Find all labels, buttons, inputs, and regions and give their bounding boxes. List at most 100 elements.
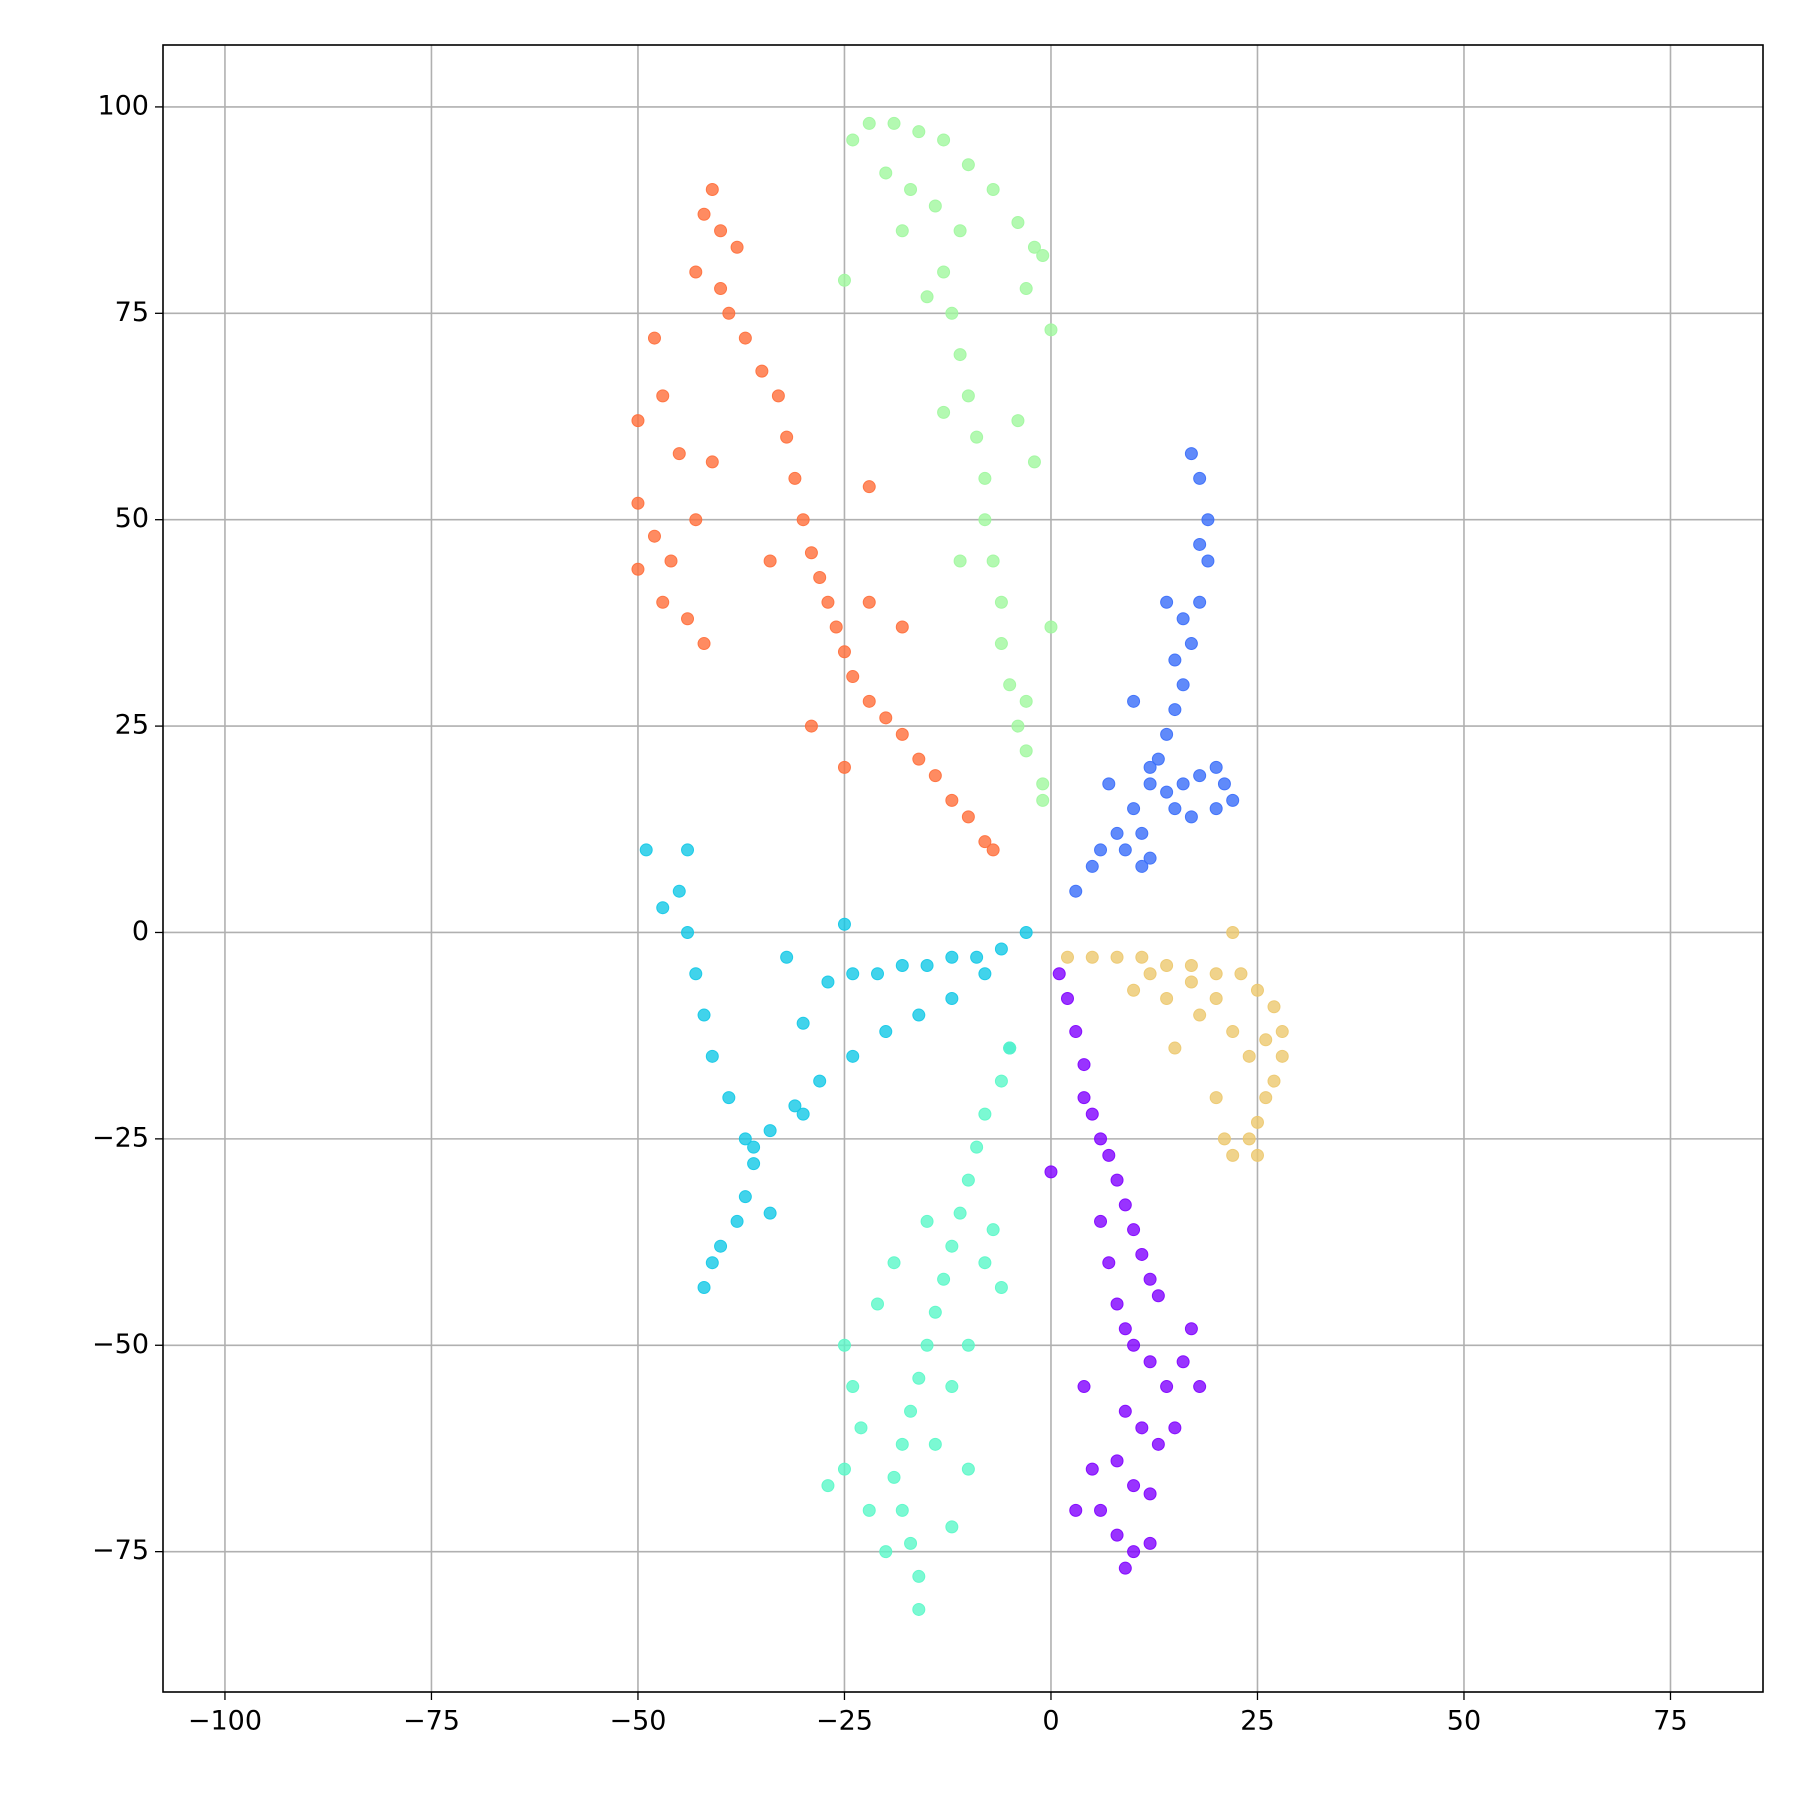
point <box>846 1049 860 1063</box>
x-tick-label: 0 <box>1042 1706 1059 1737</box>
y-tick-label: 100 <box>97 90 149 121</box>
y-tick-label: −25 <box>92 1122 149 1153</box>
point <box>763 554 777 568</box>
point <box>1143 1355 1157 1369</box>
point <box>928 1305 942 1319</box>
point <box>796 513 810 527</box>
point <box>1069 884 1083 898</box>
point <box>796 1107 810 1121</box>
point <box>1201 513 1215 527</box>
point <box>1135 1247 1149 1261</box>
x-tick-label: 75 <box>1653 1706 1687 1737</box>
point <box>912 125 926 139</box>
point <box>689 513 703 527</box>
point <box>1151 752 1165 766</box>
point <box>961 389 975 403</box>
point <box>681 925 695 939</box>
point <box>1110 1528 1124 1542</box>
point <box>986 182 1000 196</box>
y-tick-label: 75 <box>115 297 149 328</box>
point <box>656 389 670 403</box>
x-tick-label: −25 <box>816 1706 873 1737</box>
point <box>1176 777 1190 791</box>
point <box>862 694 876 708</box>
point <box>837 760 851 774</box>
point <box>722 306 736 320</box>
point <box>705 1049 719 1063</box>
point <box>1118 1322 1132 1336</box>
point <box>1193 595 1207 609</box>
point <box>1118 1404 1132 1418</box>
point <box>1127 1545 1141 1559</box>
point <box>887 1470 901 1484</box>
point <box>1069 1025 1083 1039</box>
point <box>1003 1041 1017 1055</box>
point <box>1019 925 1033 939</box>
point <box>1275 1025 1289 1039</box>
point <box>912 1569 926 1583</box>
point <box>1118 1198 1132 1212</box>
point <box>953 348 967 362</box>
point <box>730 1214 744 1228</box>
point <box>1060 992 1074 1006</box>
point <box>1160 1380 1174 1394</box>
point <box>986 1223 1000 1237</box>
point <box>681 612 695 626</box>
point <box>994 942 1008 956</box>
point <box>1168 802 1182 816</box>
point <box>862 116 876 130</box>
point <box>1250 983 1264 997</box>
point <box>1193 471 1207 485</box>
point <box>895 620 909 634</box>
point <box>1110 950 1124 964</box>
point <box>738 1132 752 1146</box>
point <box>920 959 934 973</box>
point <box>1143 760 1157 774</box>
point <box>1036 793 1050 807</box>
point <box>945 793 959 807</box>
point <box>871 967 885 981</box>
point <box>961 1173 975 1187</box>
point <box>986 843 1000 857</box>
point <box>1027 455 1041 469</box>
point <box>912 1008 926 1022</box>
point <box>1003 678 1017 692</box>
point <box>846 670 860 684</box>
point <box>1193 537 1207 551</box>
point <box>978 1256 992 1270</box>
point <box>1069 1503 1083 1517</box>
point <box>1234 967 1248 981</box>
point <box>846 133 860 147</box>
point <box>1160 785 1174 799</box>
point <box>788 471 802 485</box>
point <box>1118 1561 1132 1575</box>
point <box>763 1124 777 1138</box>
point <box>1209 760 1223 774</box>
point <box>1102 777 1116 791</box>
point <box>1060 950 1074 964</box>
point <box>1143 1487 1157 1501</box>
point <box>994 1280 1008 1294</box>
point <box>1143 967 1157 981</box>
x-tick-label: 50 <box>1447 1706 1481 1737</box>
point <box>1160 595 1174 609</box>
y-tick-label: 25 <box>115 710 149 741</box>
point <box>879 166 893 180</box>
point <box>1209 1091 1223 1105</box>
point <box>1143 777 1157 791</box>
point <box>631 414 645 428</box>
point <box>994 637 1008 651</box>
point <box>1044 323 1058 337</box>
point <box>1226 793 1240 807</box>
point <box>714 1239 728 1253</box>
point <box>796 1016 810 1030</box>
point <box>1168 1421 1182 1435</box>
point <box>821 595 835 609</box>
point <box>1094 843 1108 857</box>
point <box>961 1462 975 1476</box>
point <box>1036 777 1050 791</box>
point <box>1019 694 1033 708</box>
point <box>1267 1074 1281 1088</box>
point <box>837 273 851 287</box>
point <box>813 1074 827 1088</box>
